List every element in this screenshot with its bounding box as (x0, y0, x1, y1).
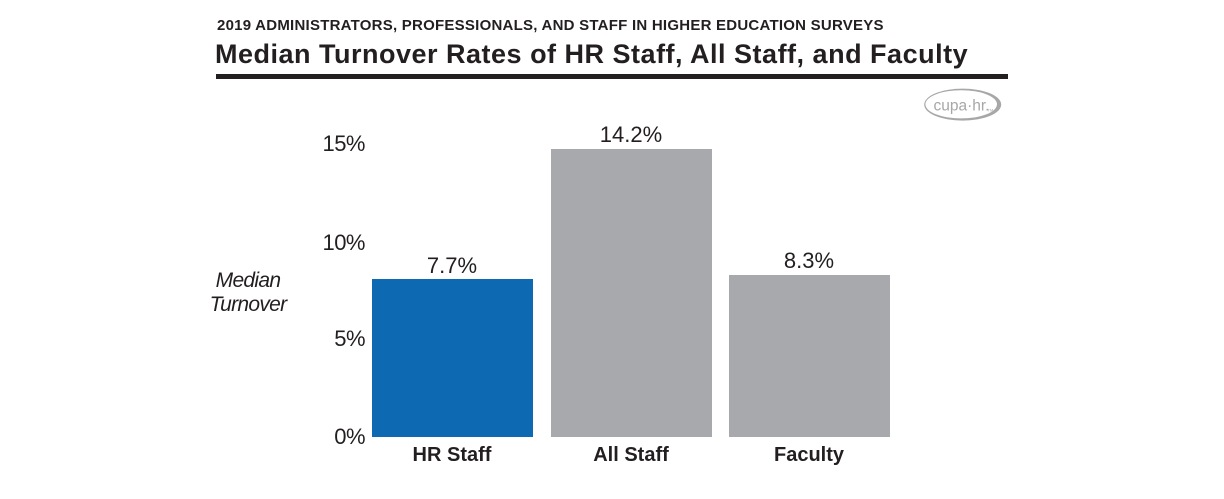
svg-text:cupa·hr.: cupa·hr. (933, 98, 989, 115)
svg-text:TM: TM (988, 108, 994, 113)
